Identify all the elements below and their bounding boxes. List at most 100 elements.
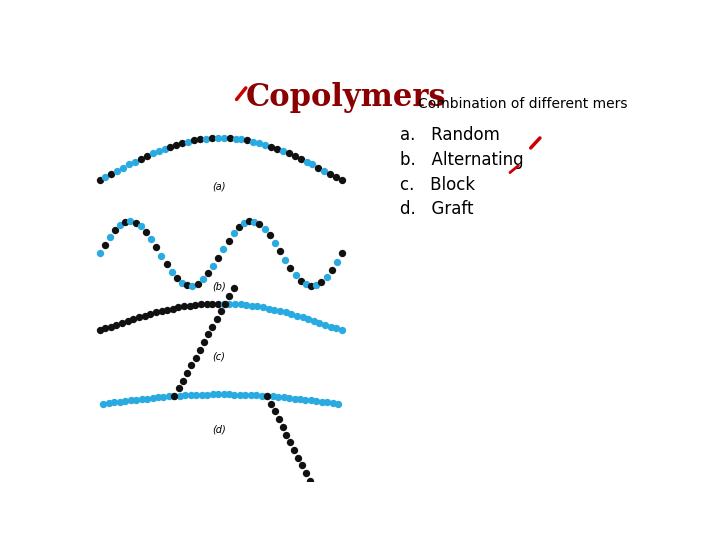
Point	[305, 281, 317, 290]
Point	[252, 302, 264, 311]
Point	[224, 134, 235, 143]
Point	[166, 267, 178, 276]
Point	[94, 326, 105, 335]
Point	[289, 446, 300, 454]
Text: Combination of different mers: Combination of different mers	[418, 97, 628, 111]
Point	[156, 251, 167, 260]
Point	[147, 394, 158, 402]
Point	[99, 324, 111, 333]
Point	[153, 147, 164, 156]
Text: a.   Random: a. Random	[400, 126, 500, 144]
Point	[235, 135, 247, 144]
Point	[301, 157, 312, 166]
Point	[194, 135, 206, 144]
Point	[202, 390, 213, 399]
Point	[274, 247, 286, 255]
Point	[253, 220, 265, 228]
Point	[289, 394, 300, 403]
Point	[125, 396, 136, 404]
Point	[326, 266, 338, 274]
Point	[176, 139, 188, 147]
Point	[189, 301, 201, 309]
Point	[186, 361, 197, 369]
Point	[152, 393, 163, 402]
Point	[218, 299, 230, 308]
Point	[336, 326, 348, 335]
Point	[223, 299, 235, 308]
Point	[212, 390, 224, 399]
Point	[336, 176, 348, 185]
Point	[181, 281, 193, 289]
Point	[318, 166, 330, 175]
Point	[310, 281, 322, 289]
Point	[284, 438, 296, 447]
Point	[300, 469, 312, 477]
Point	[150, 308, 162, 317]
Point	[333, 399, 344, 408]
Point	[200, 134, 212, 143]
Point	[243, 217, 255, 226]
Point	[217, 245, 229, 253]
Text: b.   Alternating: b. Alternating	[400, 151, 523, 169]
Point	[269, 306, 280, 314]
Point	[222, 237, 234, 245]
Point	[109, 226, 121, 234]
Point	[321, 272, 333, 281]
Point	[283, 149, 294, 158]
Point	[242, 136, 253, 145]
Point	[314, 319, 325, 327]
Point	[292, 454, 304, 462]
Point	[257, 303, 269, 312]
Point	[145, 309, 156, 318]
Point	[331, 258, 343, 266]
Point	[189, 136, 200, 145]
Point	[325, 170, 336, 178]
Point	[173, 384, 184, 393]
Point	[265, 400, 276, 408]
Point	[278, 393, 289, 402]
Point	[212, 134, 224, 143]
Text: (b): (b)	[212, 282, 226, 292]
Point	[264, 231, 276, 239]
Point	[194, 346, 205, 354]
Point	[307, 160, 318, 169]
Point	[261, 392, 273, 400]
Point	[259, 225, 271, 233]
Point	[150, 242, 162, 251]
Point	[196, 390, 207, 399]
Point	[158, 393, 169, 401]
Point	[161, 306, 173, 314]
Point	[245, 391, 256, 400]
Point	[202, 269, 214, 278]
Point	[195, 300, 207, 309]
Point	[253, 139, 265, 147]
Point	[259, 140, 271, 149]
Point	[281, 430, 292, 439]
Point	[307, 484, 319, 493]
Point	[109, 398, 120, 407]
Point	[94, 249, 105, 258]
Point	[106, 170, 117, 178]
Point	[316, 397, 328, 406]
Point	[228, 229, 240, 238]
Point	[267, 392, 279, 401]
Point	[147, 149, 158, 158]
Point	[276, 423, 288, 431]
Point	[141, 394, 153, 403]
Point	[322, 398, 333, 407]
Point	[130, 395, 142, 404]
Point	[286, 309, 297, 318]
Point	[248, 217, 260, 226]
Point	[308, 316, 320, 325]
Point	[192, 279, 203, 288]
Point	[223, 390, 235, 399]
Point	[184, 301, 196, 310]
Point	[297, 313, 308, 322]
Point	[171, 274, 183, 282]
Point	[320, 320, 331, 329]
Point	[304, 476, 315, 485]
Point	[291, 311, 302, 320]
Point	[185, 391, 197, 400]
Point	[207, 390, 218, 399]
Point	[171, 140, 182, 149]
